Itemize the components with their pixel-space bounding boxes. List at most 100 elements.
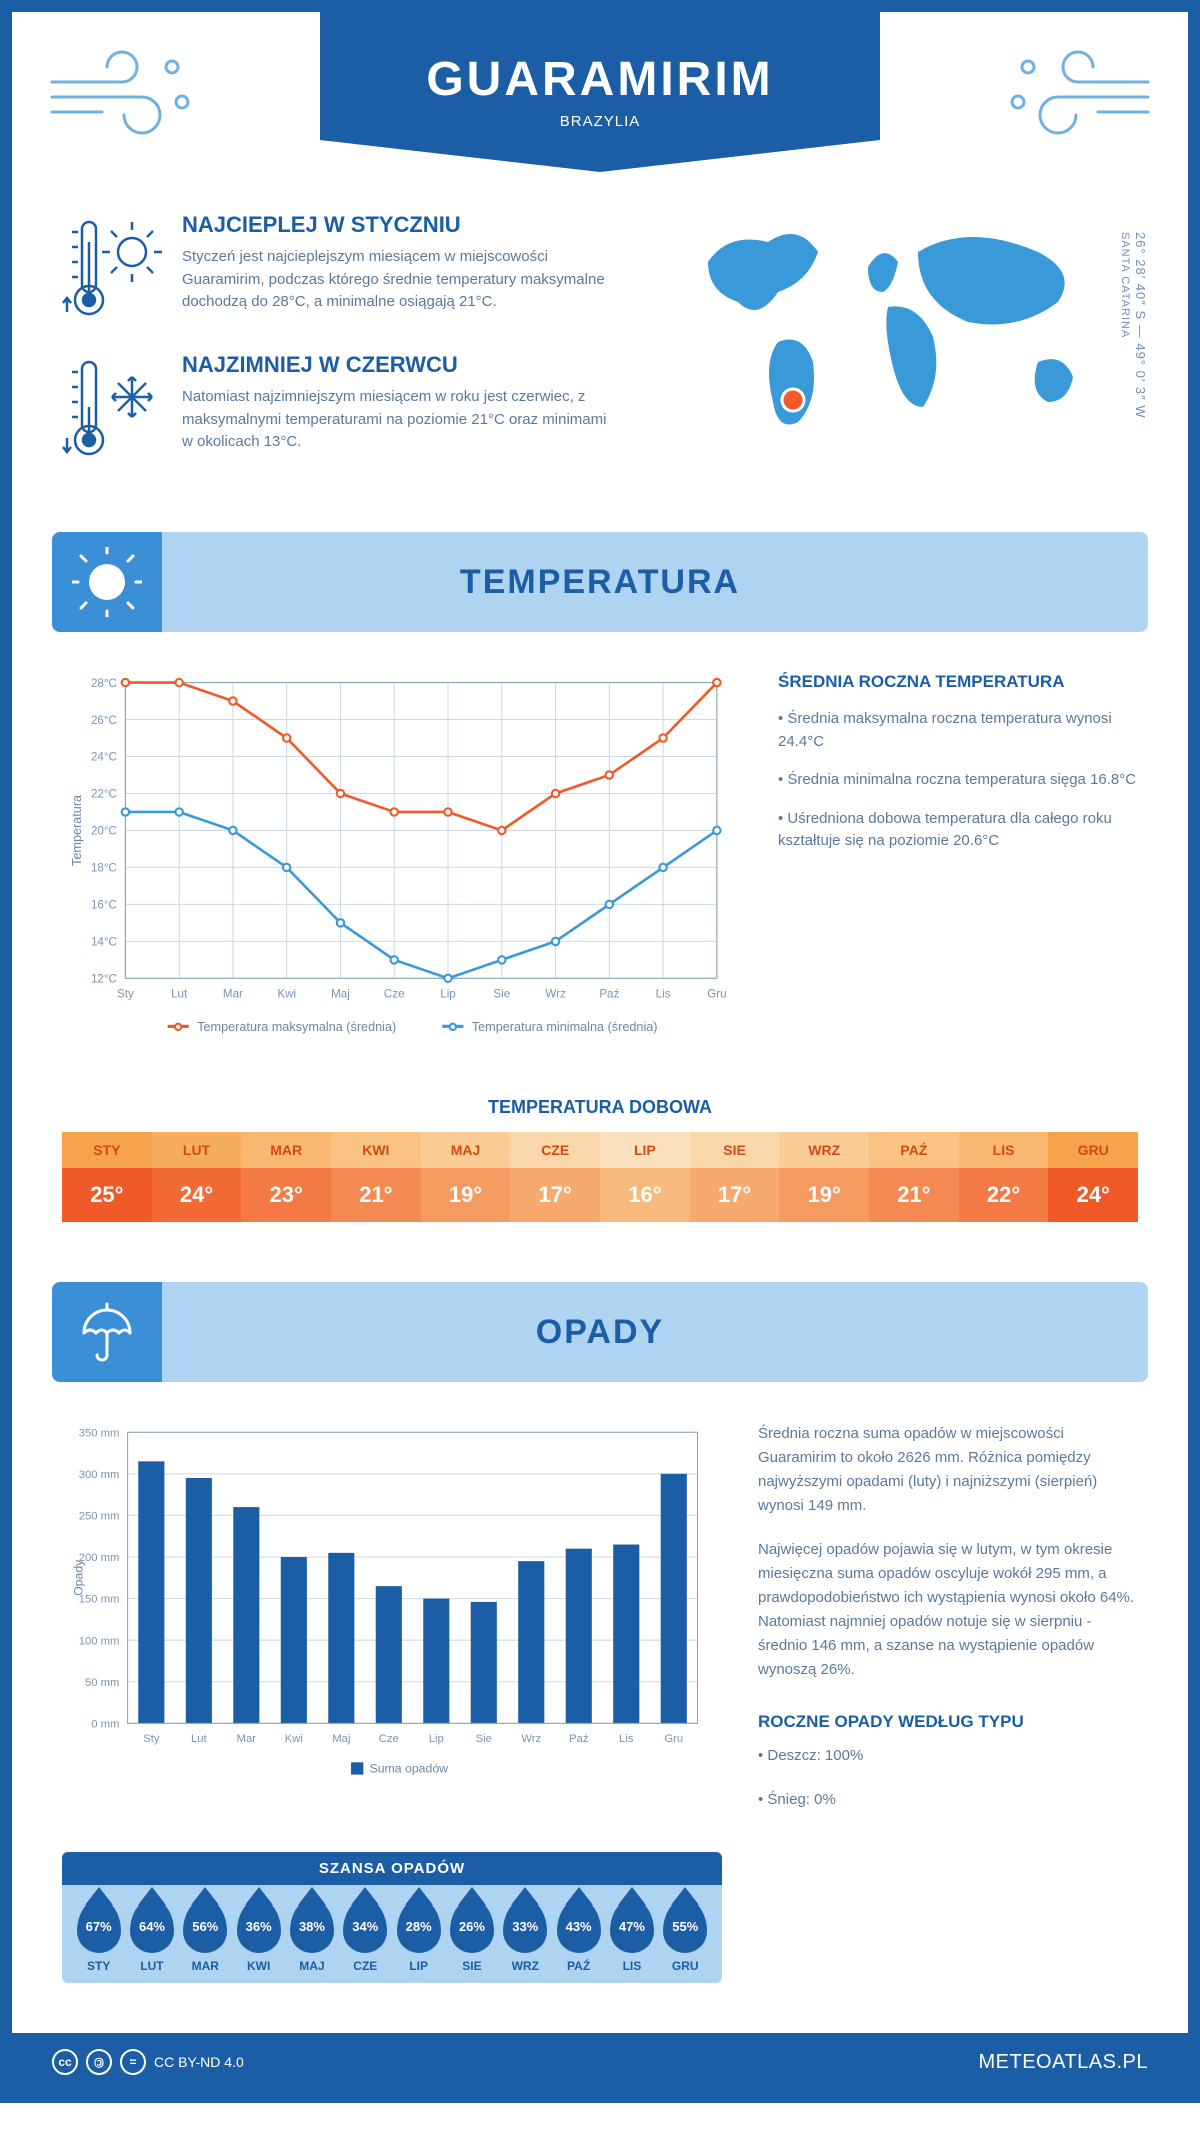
precip-banner: OPADY	[52, 1282, 1148, 1382]
temp-col: KWI 21°	[331, 1132, 421, 1222]
svg-text:Lut: Lut	[191, 1733, 208, 1745]
daily-temp-title: TEMPERATURA DOBOWA	[12, 1097, 1188, 1118]
precip-rain: • Deszcz: 100%	[758, 1744, 1138, 1768]
temp-col: PAŹ 21°	[869, 1132, 959, 1222]
region-value: SANTA CATARINA	[1119, 232, 1131, 338]
intro-section: NAJCIEPLEJ W STYCZNIU Styczeń jest najci…	[12, 192, 1188, 532]
chance-month: LIP	[397, 1959, 441, 1973]
precip-para2: Najwięcej opadów pojawia się w lutym, w …	[758, 1538, 1138, 1682]
warmest-body: Styczeń jest najcieplejszym miesiącem w …	[182, 246, 618, 314]
temp-col: LUT 24°	[152, 1132, 242, 1222]
footer: cc 🄯 = CC BY-ND 4.0 METEOATLAS.PL	[12, 2033, 1188, 2091]
temp-col: GRU 24°	[1048, 1132, 1138, 1222]
world-map-icon	[658, 212, 1118, 452]
temp-col: SIE 17°	[690, 1132, 780, 1222]
drop-icon: 47%	[610, 1899, 654, 1953]
temp-stats-title: ŚREDNIA ROCZNA TEMPERATURA	[778, 672, 1138, 692]
coldest-text: NAJZIMNIEJ W CZERWCU Natomiast najzimnie…	[182, 352, 618, 462]
svg-text:Sty: Sty	[143, 1733, 160, 1745]
svg-text:24°C: 24°C	[91, 751, 117, 764]
precip-type-title: ROCZNE OPADY WEDŁUG TYPU	[758, 1712, 1138, 1732]
chance-month: MAR	[183, 1959, 227, 1973]
svg-text:Lis: Lis	[619, 1733, 634, 1745]
svg-text:Suma opadów: Suma opadów	[370, 1762, 449, 1776]
drop-icon: 34%	[343, 1899, 387, 1953]
header: GUARAMIRIM BRAZYLIA	[12, 12, 1188, 192]
svg-text:Wrz: Wrz	[521, 1733, 541, 1745]
svg-text:Mar: Mar	[237, 1733, 257, 1745]
coldest-body: Natomiast najzimniejszym miesiącem w rok…	[182, 386, 618, 454]
svg-text:Temperatura minimalna (średnia: Temperatura minimalna (średnia)	[472, 1020, 658, 1034]
chance-month: KWI	[237, 1959, 281, 1973]
temperature-chart: 12°C14°C16°C18°C20°C22°C24°C26°C28°CStyL…	[62, 672, 738, 1057]
precip-title: OPADY	[536, 1313, 664, 1352]
temp-stat2: • Średnia minimalna roczna temperatura s…	[778, 769, 1138, 792]
chance-month: PAŹ	[557, 1959, 601, 1973]
cc-icon: cc	[52, 2049, 78, 2075]
svg-text:250 mm: 250 mm	[79, 1511, 120, 1523]
precip-chance-title: SZANSA OPADÓW	[62, 1852, 722, 1885]
chance-month: WRZ	[503, 1959, 547, 1973]
temp-stat1: • Średnia maksymalna roczna temperatura …	[778, 708, 1138, 753]
chance-drop: 34% CZE	[343, 1899, 387, 1973]
chance-month: LIS	[610, 1959, 654, 1973]
precip-para1: Średnia roczna suma opadów w miejscowośc…	[758, 1422, 1138, 1518]
drop-icon: 33%	[503, 1899, 547, 1953]
svg-text:Sty: Sty	[117, 987, 134, 1000]
wind-icon	[998, 42, 1158, 142]
chance-drop: 36% KWI	[237, 1899, 281, 1973]
drop-icon: 67%	[77, 1899, 121, 1953]
svg-text:Cze: Cze	[384, 987, 405, 1000]
svg-text:14°C: 14°C	[91, 936, 117, 949]
svg-text:16°C: 16°C	[91, 899, 117, 912]
city-name: GUARAMIRIM	[320, 52, 880, 107]
svg-text:Lis: Lis	[656, 987, 671, 1000]
intro-left: NAJCIEPLEJ W STYCZNIU Styczeń jest najci…	[62, 212, 618, 492]
chance-drop: 67% STY	[77, 1899, 121, 1973]
svg-text:22°C: 22°C	[91, 788, 117, 801]
chance-month: LUT	[130, 1959, 174, 1973]
svg-text:Wrz: Wrz	[545, 987, 566, 1000]
svg-text:Sie: Sie	[476, 1733, 492, 1745]
temp-col: CZE 17°	[510, 1132, 600, 1222]
svg-text:Opady: Opady	[72, 1559, 86, 1596]
temperature-stats: ŚREDNIA ROCZNA TEMPERATURA • Średnia mak…	[778, 672, 1138, 1057]
page-frame: GUARAMIRIM BRAZYLIA	[0, 0, 1200, 2103]
wind-icon	[42, 42, 202, 142]
coords-value: 26° 28′ 40″ S — 49° 0′ 3″ W	[1133, 232, 1148, 419]
temp-col: MAJ 19°	[421, 1132, 511, 1222]
drop-icon: 43%	[557, 1899, 601, 1953]
svg-text:Gru: Gru	[664, 1733, 683, 1745]
chance-month: MAJ	[290, 1959, 334, 1973]
chance-drop: 33% WRZ	[503, 1899, 547, 1973]
nd-icon: =	[120, 2049, 146, 2075]
coordinates: 26° 28′ 40″ S — 49° 0′ 3″ W SANTA CATARI…	[1118, 232, 1148, 419]
svg-text:100 mm: 100 mm	[79, 1636, 120, 1648]
temp-col: LIP 16°	[600, 1132, 690, 1222]
chance-month: SIE	[450, 1959, 494, 1973]
precip-chart: 0 mm50 mm100 mm150 mm200 mm250 mm300 mm3…	[62, 1422, 718, 1832]
warmest-title: NAJCIEPLEJ W STYCZNIU	[182, 212, 618, 238]
temperature-body: 12°C14°C16°C18°C20°C22°C24°C26°C28°CStyL…	[12, 632, 1188, 1077]
thermometer-sun-icon	[62, 212, 162, 322]
license-text: CC BY-ND 4.0	[154, 2054, 244, 2070]
footer-site: METEOATLAS.PL	[978, 2051, 1148, 2074]
coldest-title: NAJZIMNIEJ W CZERWCU	[182, 352, 618, 378]
temp-col: MAR 23°	[241, 1132, 331, 1222]
thermometer-snow-icon	[62, 352, 162, 462]
precip-snow: • Śnieg: 0%	[758, 1788, 1138, 1812]
by-icon: 🄯	[86, 2049, 112, 2075]
precip-body: 0 mm50 mm100 mm150 mm200 mm250 mm300 mm3…	[12, 1382, 1188, 1852]
precip-chance-row: 67% STY 64% LUT 56% MAR 36% KWI 38% MAJ …	[62, 1885, 722, 1983]
svg-text:Paź: Paź	[569, 1733, 589, 1745]
svg-text:50 mm: 50 mm	[85, 1677, 119, 1689]
svg-text:Lut: Lut	[171, 987, 188, 1000]
warmest-block: NAJCIEPLEJ W STYCZNIU Styczeń jest najci…	[62, 212, 618, 322]
svg-text:300 mm: 300 mm	[79, 1469, 120, 1481]
svg-text:Lip: Lip	[440, 987, 456, 1000]
temperature-title: TEMPERATURA	[460, 563, 740, 602]
svg-text:350 mm: 350 mm	[79, 1428, 120, 1440]
svg-text:12°C: 12°C	[91, 973, 117, 986]
chance-drop: 47% LIS	[610, 1899, 654, 1973]
svg-text:18°C: 18°C	[91, 862, 117, 875]
